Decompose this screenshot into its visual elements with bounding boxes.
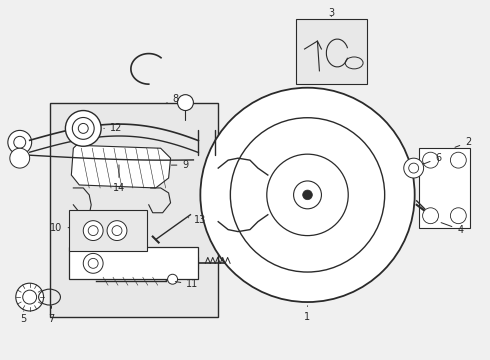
Text: 1: 1 — [304, 306, 311, 322]
Circle shape — [88, 226, 98, 235]
Text: 3: 3 — [328, 8, 334, 18]
Circle shape — [83, 221, 103, 240]
Circle shape — [267, 154, 348, 235]
Circle shape — [404, 158, 424, 178]
Circle shape — [200, 88, 415, 302]
Circle shape — [88, 258, 98, 268]
Circle shape — [230, 118, 385, 272]
Text: 2: 2 — [455, 137, 471, 147]
Circle shape — [112, 226, 122, 235]
Polygon shape — [72, 145, 171, 188]
Circle shape — [16, 283, 44, 311]
Text: 13: 13 — [189, 215, 206, 225]
Circle shape — [107, 221, 127, 240]
Circle shape — [83, 253, 103, 273]
Text: 9: 9 — [172, 160, 189, 170]
Circle shape — [409, 163, 418, 173]
Text: 8: 8 — [166, 94, 178, 104]
Bar — [418, 148, 470, 228]
Circle shape — [422, 152, 439, 168]
Circle shape — [177, 95, 194, 111]
Circle shape — [303, 190, 312, 200]
Text: 5: 5 — [21, 311, 27, 324]
Bar — [49, 103, 218, 317]
Circle shape — [14, 136, 25, 148]
Circle shape — [78, 123, 88, 133]
Circle shape — [450, 208, 466, 224]
Circle shape — [168, 274, 177, 284]
Bar — [70, 210, 147, 251]
Circle shape — [8, 130, 32, 154]
Text: 7: 7 — [49, 306, 54, 324]
Text: 12: 12 — [104, 123, 122, 134]
Bar — [70, 247, 198, 279]
Circle shape — [294, 181, 321, 209]
Circle shape — [65, 111, 101, 146]
Text: 4: 4 — [441, 222, 464, 235]
Circle shape — [450, 152, 466, 168]
Circle shape — [23, 290, 37, 304]
Text: 11: 11 — [175, 279, 198, 289]
Text: 6: 6 — [423, 153, 441, 164]
Circle shape — [10, 148, 30, 168]
Text: 10: 10 — [50, 222, 70, 233]
Circle shape — [422, 208, 439, 224]
Bar — [295, 19, 367, 84]
Text: 14: 14 — [113, 165, 125, 193]
Circle shape — [73, 117, 94, 139]
